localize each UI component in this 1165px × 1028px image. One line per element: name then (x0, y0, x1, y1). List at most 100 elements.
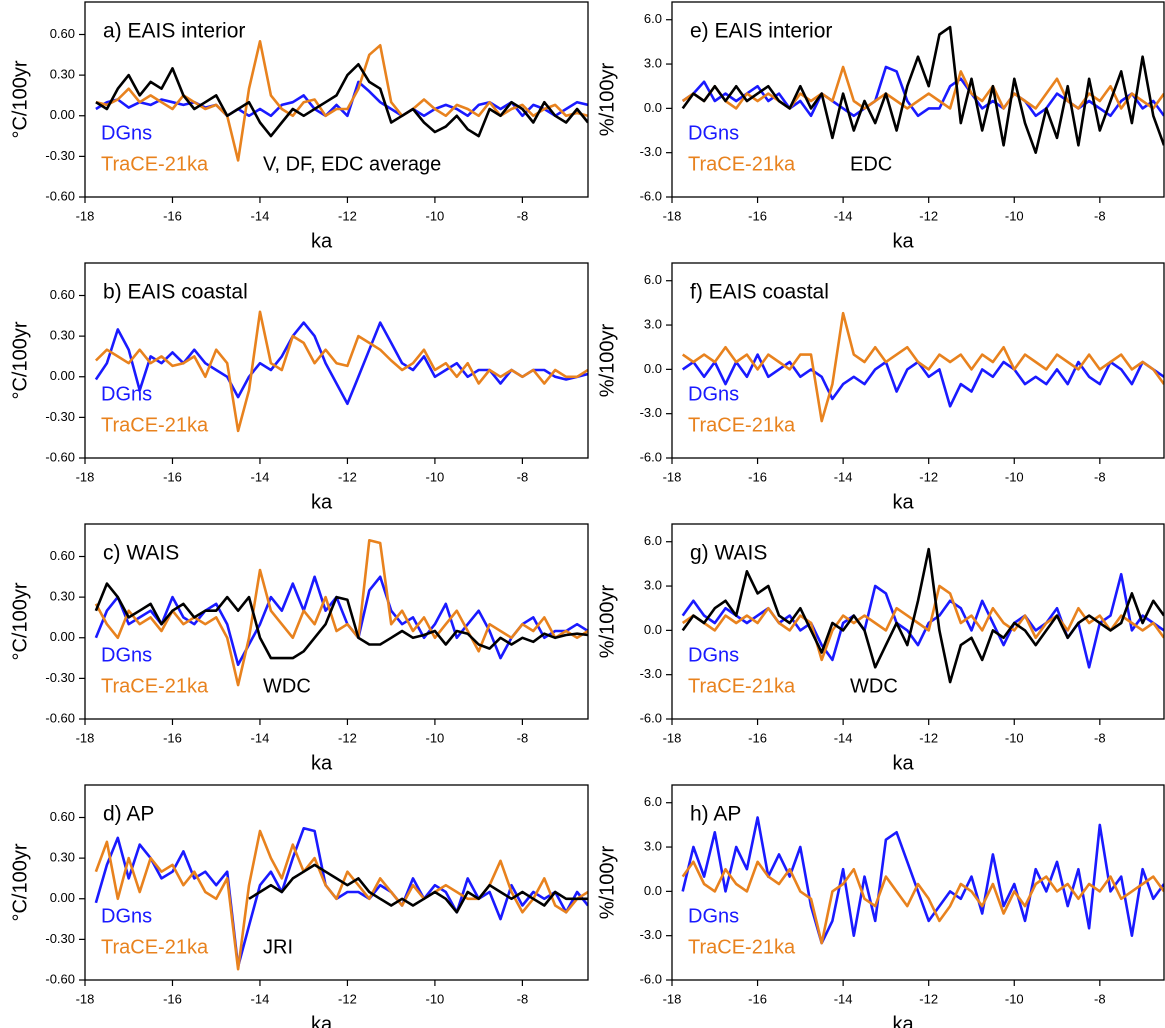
x-axis-label: ka (311, 230, 333, 252)
panel-title: e) EAIS interior (690, 20, 832, 43)
x-tick-label: -8 (1094, 991, 1106, 1006)
y-tick-label: 0.60 (50, 809, 75, 824)
legend-entry: TraCE-21ka (688, 414, 796, 436)
plot-frame (84, 262, 589, 459)
x-tick-label: -14 (834, 991, 853, 1006)
x-tick-label: -16 (163, 991, 182, 1006)
x-tick-label: -16 (748, 208, 767, 223)
plot-frame (84, 1, 589, 198)
plot-frame (671, 523, 1165, 720)
y-tick-label: 0.0 (644, 100, 662, 115)
x-tick-label: -10 (1005, 469, 1024, 484)
series-line (681, 572, 1164, 669)
legend-entry: TraCE-21ka (101, 675, 209, 697)
legend-entry: V, DF, EDC average (263, 153, 441, 175)
x-tick-label: -16 (748, 469, 767, 484)
series-line (681, 547, 1164, 684)
x-tick-label: -8 (1094, 469, 1106, 484)
series-line (95, 40, 588, 162)
y-tick-label: -3.0 (640, 927, 662, 942)
y-tick-label: -6.0 (640, 449, 662, 464)
y-tick-label: -0.30 (45, 931, 75, 946)
x-axis-label: ka (892, 230, 914, 252)
x-tick-label: -16 (748, 730, 767, 745)
x-tick-label: -14 (251, 991, 270, 1006)
x-axis-label: ka (311, 752, 333, 774)
y-tick-label: -0.60 (45, 710, 75, 725)
series-line (94, 321, 588, 406)
y-tick-label: 3.0 (644, 838, 662, 853)
panel-title: h) AP (690, 803, 741, 826)
legend-entry: TraCE-21ka (101, 936, 209, 958)
series-line (94, 827, 588, 968)
y-tick-label: -0.30 (45, 670, 75, 685)
y-tick-label: 0.60 (50, 287, 75, 302)
y-tick-label: 0.0 (644, 622, 662, 637)
y-tick-label: -0.60 (45, 971, 75, 986)
x-tick-label: -10 (426, 208, 445, 223)
y-axis-label: %/100yr (596, 323, 618, 397)
x-tick-label: -8 (517, 208, 529, 223)
x-tick-label: -14 (834, 208, 853, 223)
legend-entry: WDC (850, 675, 898, 697)
y-axis-label: %/100yr (596, 845, 618, 919)
x-tick-label: -12 (919, 469, 938, 484)
y-tick-label: 0.30 (50, 850, 75, 865)
plot-frame (671, 1, 1165, 198)
x-tick-label: -8 (517, 730, 529, 745)
x-tick-label: -18 (76, 991, 95, 1006)
y-tick-label: -3.0 (640, 144, 662, 159)
x-tick-label: -10 (1005, 208, 1024, 223)
panel-title: a) EAIS interior (103, 20, 245, 43)
y-tick-label: 0.00 (50, 890, 75, 905)
x-axis-label: ka (892, 752, 914, 774)
legend-entry: JRI (263, 936, 293, 958)
x-tick-label: -10 (1005, 730, 1024, 745)
x-tick-label: -18 (663, 469, 682, 484)
y-tick-label: 0.0 (644, 361, 662, 376)
y-axis-label: %/100yr (596, 62, 618, 136)
series-line (95, 63, 588, 138)
series-line (681, 584, 1164, 662)
plot-area (681, 547, 1164, 684)
x-tick-label: -14 (834, 730, 853, 745)
y-tick-label: 0.00 (50, 368, 75, 383)
x-tick-label: -12 (919, 730, 938, 745)
legend-entry: TraCE-21ka (688, 153, 796, 175)
x-tick-label: -14 (834, 469, 853, 484)
series-line (681, 353, 1164, 408)
series-line (681, 25, 1164, 154)
legend-entry: EDC (850, 153, 892, 175)
x-axis-label: ka (311, 491, 333, 513)
panel-title: b) EAIS coastal (103, 281, 248, 304)
x-tick-label: -18 (76, 469, 95, 484)
legend-entry: DGns (101, 905, 152, 927)
legend-entry: DGns (101, 644, 152, 666)
y-tick-label: 3.0 (644, 577, 662, 592)
plot-frame (671, 262, 1165, 459)
y-axis-label: °C/100yr (9, 843, 31, 921)
x-tick-label: -8 (1094, 208, 1106, 223)
y-tick-label: 0.30 (50, 589, 75, 604)
x-axis-label: ka (311, 1013, 333, 1028)
x-tick-label: -8 (517, 469, 529, 484)
series-line (94, 310, 588, 433)
y-tick-label: -6.0 (640, 188, 662, 203)
x-tick-label: -10 (426, 730, 445, 745)
series-line (681, 816, 1164, 945)
series-line (94, 539, 588, 687)
y-axis-label: °C/100yr (9, 582, 31, 660)
panel-title: f) EAIS coastal (690, 281, 829, 304)
x-tick-label: -18 (76, 208, 95, 223)
panel-title: c) WAIS (103, 542, 179, 565)
y-tick-label: 0.30 (50, 67, 75, 82)
plot-area (681, 311, 1164, 423)
y-tick-label: -6.0 (640, 971, 662, 986)
y-tick-label: 3.0 (644, 55, 662, 70)
x-tick-label: -16 (748, 991, 767, 1006)
x-tick-label: -18 (76, 730, 95, 745)
plot-area (681, 25, 1164, 154)
series-line (248, 863, 588, 914)
y-tick-label: 0.0 (644, 883, 662, 898)
